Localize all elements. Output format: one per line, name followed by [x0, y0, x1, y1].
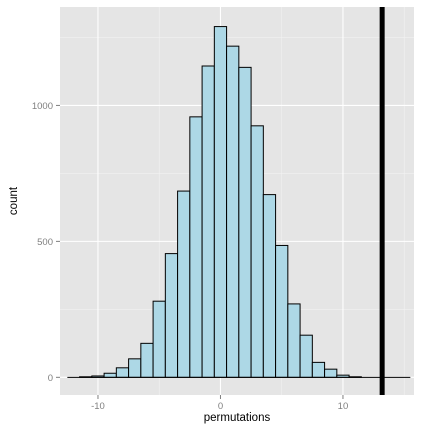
histogram-bar: [152, 300, 166, 378]
histogram-bar: [213, 26, 228, 378]
histogram-bar: [128, 358, 142, 378]
histogram-bar: [103, 372, 117, 378]
histogram-bar: [189, 116, 203, 378]
y-tick-label: 1000: [32, 101, 53, 112]
x-tick-label: 10: [338, 401, 349, 412]
x-tick-label: 0: [218, 401, 223, 412]
histogram-bar: [262, 194, 277, 378]
histogram-bar: [238, 66, 252, 378]
y-axis-title: count: [8, 186, 20, 215]
histogram-bar: [140, 342, 154, 378]
histogram-bar: [164, 253, 179, 378]
y-tick-label: 500: [37, 237, 53, 248]
x-axis-title: permutations: [204, 412, 271, 424]
histogram-bar: [299, 334, 313, 378]
histogram-bar: [201, 65, 215, 378]
histogram-bar: [287, 303, 301, 378]
histogram-bar: [311, 361, 326, 378]
y-tick-label: 0: [48, 373, 53, 384]
histogram-bar: [226, 45, 240, 378]
y-axis-ticks: 0 500 1000: [32, 101, 60, 384]
histogram-bar: [250, 125, 264, 378]
histogram-bar: [115, 367, 130, 378]
minor-gridlines: [60, 7, 414, 395]
x-tick-label: -10: [91, 401, 105, 412]
histogram-bar: [324, 368, 338, 378]
histogram-bar: [177, 190, 191, 378]
histogram-bars: [79, 26, 362, 378]
histogram-bar: [275, 244, 289, 378]
x-axis-ticks: -10 0 10: [91, 395, 348, 412]
